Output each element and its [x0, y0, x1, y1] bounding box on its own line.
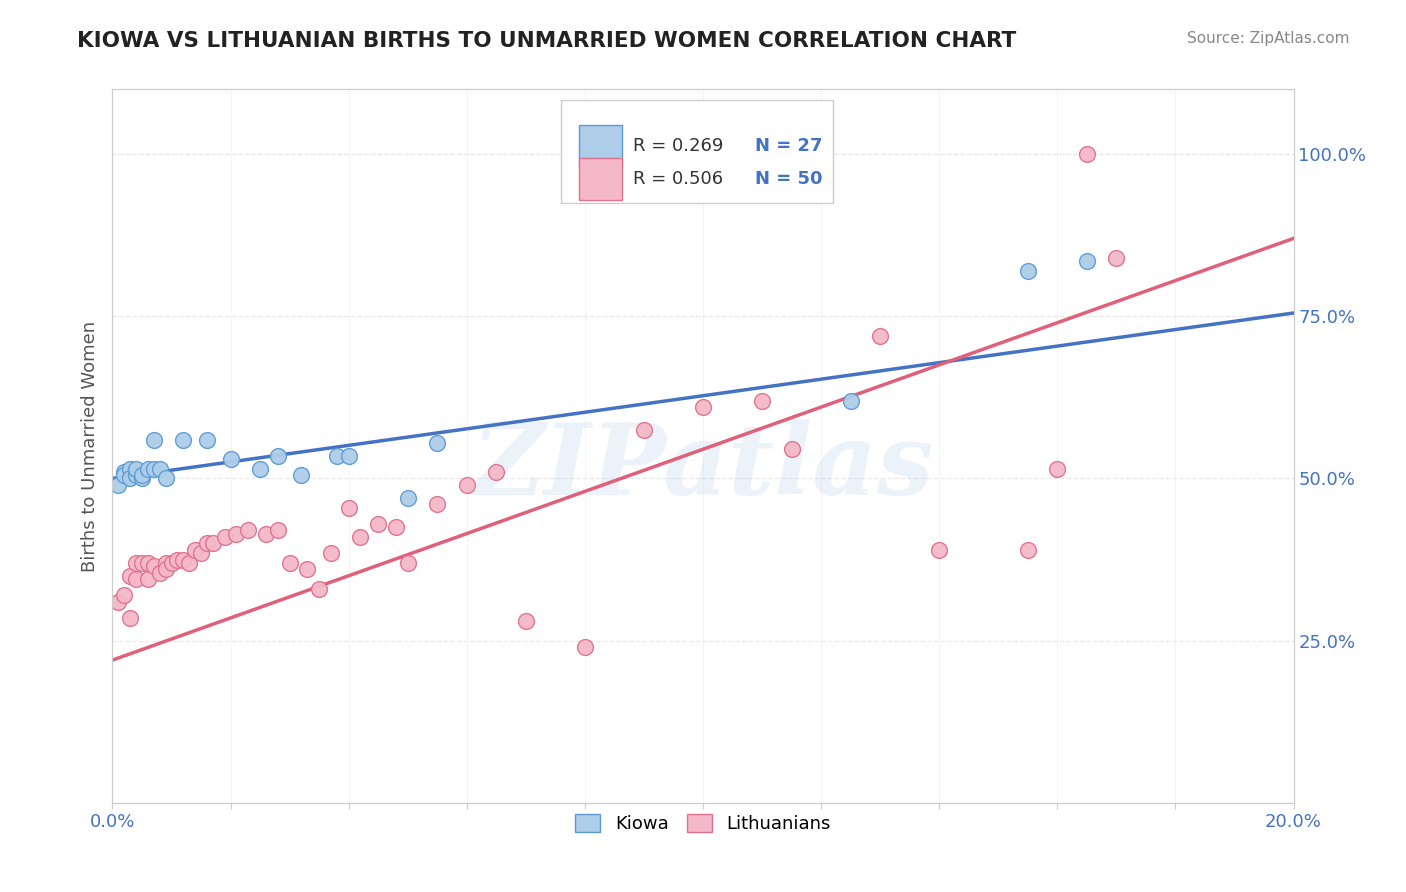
Point: [751, 393, 773, 408]
Point: [574, 640, 596, 654]
Point: [201, 536, 224, 550]
Point: [149, 461, 172, 475]
Point: [869, 328, 891, 343]
Point: [515, 614, 537, 628]
Y-axis label: Births to Unmarried Women: Births to Unmarried Women: [80, 320, 98, 572]
Point: [633, 423, 655, 437]
Point: [120, 461, 142, 475]
Point: [131, 471, 153, 485]
Point: [172, 433, 194, 447]
Point: [195, 536, 218, 550]
Point: [780, 442, 803, 457]
Point: [136, 572, 159, 586]
FancyBboxPatch shape: [579, 158, 621, 200]
Point: [267, 449, 290, 463]
Legend: Kiowa, Lithuanians: Kiowa, Lithuanians: [568, 806, 838, 840]
Point: [142, 461, 165, 475]
Point: [238, 524, 260, 538]
Text: KIOWA VS LITHUANIAN BIRTHS TO UNMARRIED WOMEN CORRELATION CHART: KIOWA VS LITHUANIAN BIRTHS TO UNMARRIED …: [77, 31, 1017, 51]
Text: R = 0.269: R = 0.269: [633, 136, 724, 155]
Point: [155, 562, 177, 576]
Point: [326, 449, 349, 463]
Point: [142, 433, 165, 447]
Point: [131, 556, 153, 570]
Point: [337, 500, 360, 515]
Point: [426, 435, 449, 450]
Point: [112, 588, 135, 602]
Point: [290, 468, 312, 483]
Point: [254, 526, 277, 541]
Point: [125, 468, 148, 483]
Point: [485, 465, 508, 479]
Point: [1076, 147, 1098, 161]
Point: [1017, 264, 1039, 278]
Point: [267, 524, 290, 538]
FancyBboxPatch shape: [561, 100, 832, 203]
Point: [149, 566, 172, 580]
Point: [172, 552, 194, 566]
Point: [278, 556, 301, 570]
Point: [107, 595, 129, 609]
Point: [426, 497, 449, 511]
Point: [155, 556, 177, 570]
Point: [136, 556, 159, 570]
Point: [120, 568, 142, 582]
Point: [249, 461, 271, 475]
Point: [160, 556, 183, 570]
Point: [155, 471, 177, 485]
Point: [112, 468, 135, 483]
Point: [839, 393, 862, 408]
Point: [190, 546, 212, 560]
Point: [456, 478, 478, 492]
Point: [107, 478, 129, 492]
Point: [179, 556, 201, 570]
Point: [385, 520, 408, 534]
Text: Source: ZipAtlas.com: Source: ZipAtlas.com: [1187, 31, 1350, 46]
Point: [142, 559, 165, 574]
Text: R = 0.506: R = 0.506: [633, 169, 724, 187]
Point: [225, 526, 247, 541]
Point: [219, 452, 242, 467]
Point: [131, 468, 153, 483]
Point: [120, 611, 142, 625]
Point: [308, 582, 330, 596]
Point: [1105, 251, 1128, 265]
Point: [1017, 542, 1039, 557]
Point: [297, 562, 319, 576]
Point: [1046, 461, 1069, 475]
Point: [195, 433, 218, 447]
Point: [125, 461, 148, 475]
Point: [125, 556, 148, 570]
Point: [1076, 254, 1098, 268]
Point: [166, 552, 188, 566]
Point: [396, 491, 419, 505]
Point: [396, 556, 419, 570]
Point: [319, 546, 342, 560]
Point: [125, 572, 148, 586]
Point: [136, 461, 159, 475]
Point: [184, 542, 207, 557]
Point: [214, 530, 236, 544]
Point: [120, 471, 142, 485]
Text: ZIPatlas: ZIPatlas: [472, 419, 934, 516]
Point: [928, 542, 950, 557]
FancyBboxPatch shape: [579, 125, 621, 167]
Point: [692, 400, 714, 414]
Text: N = 27: N = 27: [755, 136, 823, 155]
Point: [349, 530, 371, 544]
Text: N = 50: N = 50: [755, 169, 823, 187]
Point: [112, 465, 135, 479]
Point: [367, 516, 389, 531]
Point: [337, 449, 360, 463]
